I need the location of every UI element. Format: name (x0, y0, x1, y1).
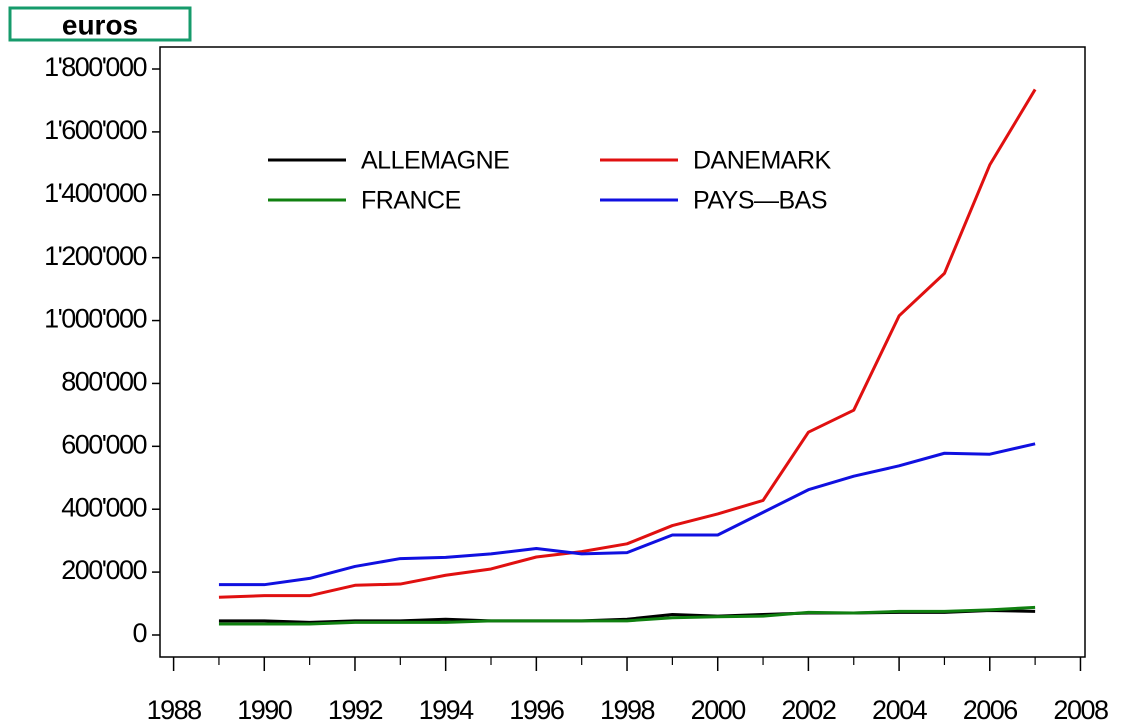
series-line (218, 442, 1036, 587)
y-tick-label: 1'800'000 (44, 52, 146, 82)
series-line (218, 88, 1037, 599)
x-tick-label: 1992 (328, 695, 383, 722)
x-tick-label: 1998 (600, 695, 655, 722)
y-tick-label: 800'000 (61, 367, 146, 397)
x-tick-label: 2002 (781, 695, 836, 722)
x-tick-label: 2000 (691, 695, 746, 722)
y-tick-label: 600'000 (61, 429, 146, 459)
series-line (218, 605, 1036, 626)
x-tick-label: 1994 (419, 695, 475, 722)
y-tick-label: 400'000 (61, 492, 146, 522)
y-tick-label: 200'000 (61, 555, 146, 585)
title-box (8, 6, 192, 42)
x-tick-label: 2008 (1053, 695, 1108, 722)
y-tick-label: 0 (132, 618, 146, 648)
x-tick-label: 2004 (872, 695, 928, 722)
y-tick-label: 1'600'000 (44, 115, 146, 145)
y-tick-label: 1'000'000 (44, 304, 146, 334)
legend-label: FRANCE (361, 187, 461, 215)
plot-frame (159, 46, 1086, 658)
x-tick-label: 2006 (963, 695, 1018, 722)
chart-title: euros (62, 9, 138, 40)
y-tick-label: 1'400'000 (44, 178, 146, 208)
x-tick-label: 1990 (237, 695, 292, 722)
x-tick-label: 1996 (509, 695, 564, 722)
x-tick-label: 1988 (147, 695, 202, 722)
legend-label: DANEMARK (693, 147, 832, 175)
legend-label: ALLEMAGNE (361, 147, 509, 175)
legend-label: PAYS—BAS (693, 187, 827, 215)
y-tick-label: 1'200'000 (44, 241, 146, 271)
